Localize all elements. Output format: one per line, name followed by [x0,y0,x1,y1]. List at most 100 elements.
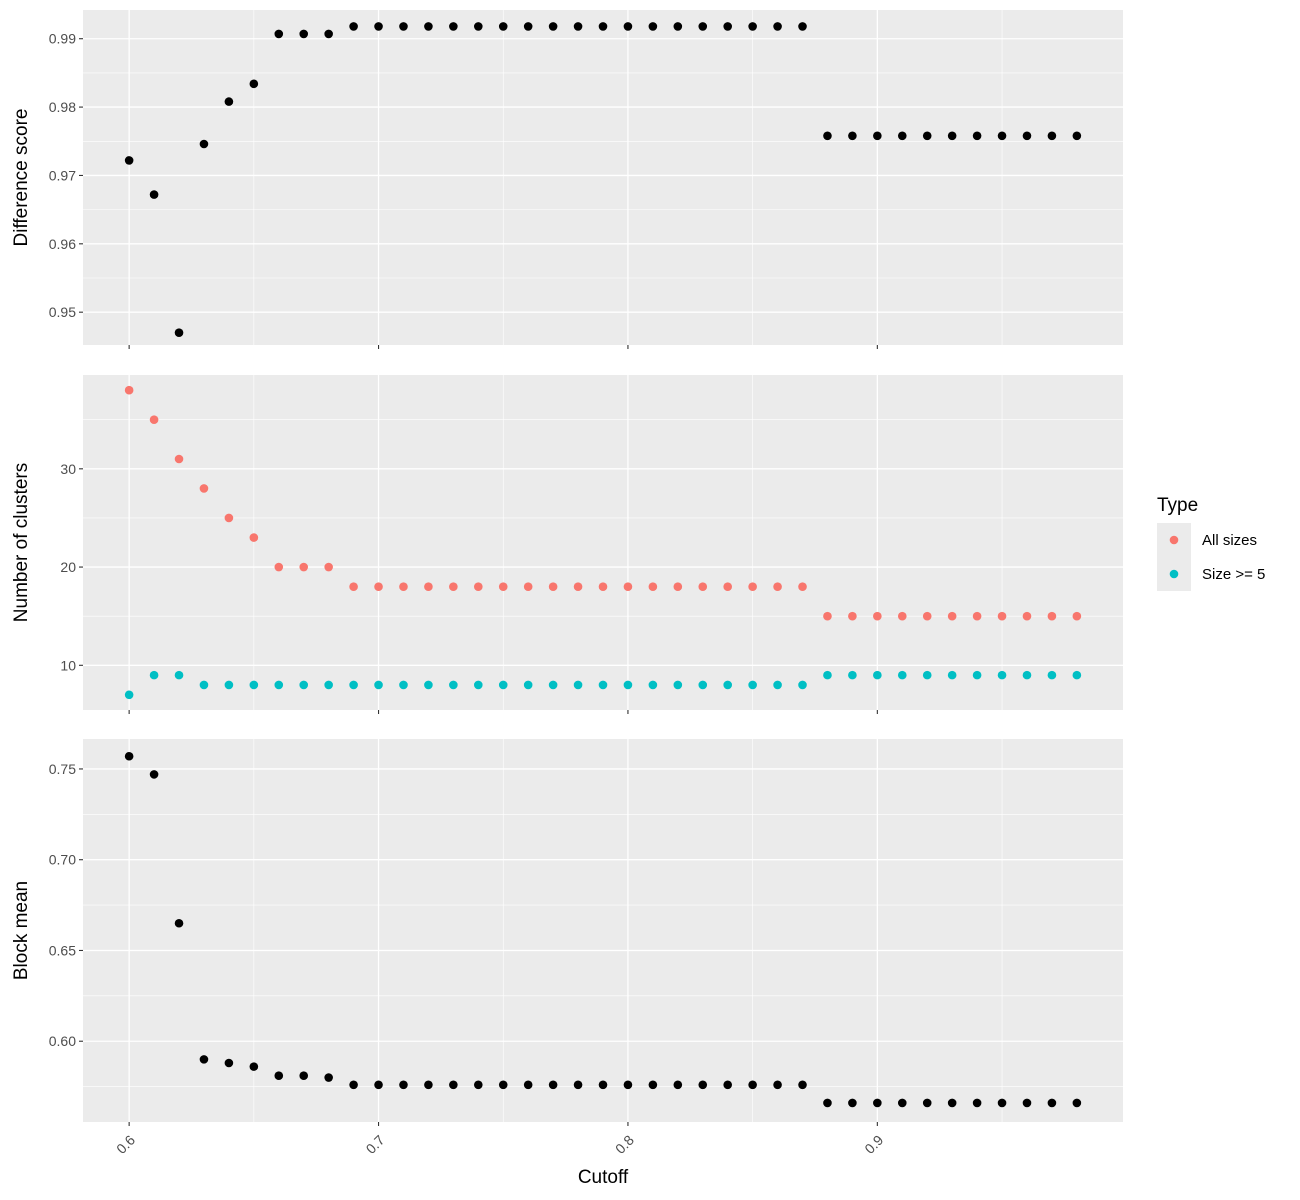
data-point [224,97,234,106]
y-tick-label: 0.98 [49,99,76,115]
data-point [798,1080,807,1090]
data-point [174,918,184,928]
data-point [947,611,957,621]
data-point [623,680,633,690]
data-point [498,582,508,592]
data-point [997,1098,1007,1108]
y-tick-label: 0.96 [49,236,76,252]
data-point [698,582,708,592]
data-point [897,611,907,621]
data-point [798,582,807,592]
data-point [648,680,658,690]
data-point [299,680,309,690]
data-point [548,680,558,690]
data-point [748,582,757,592]
y-axis-title: Difference score [11,109,32,247]
y-tick-label: 20 [60,559,76,575]
data-point [1047,1098,1057,1108]
data-point [947,1098,957,1108]
data-point [922,131,932,141]
data-point [199,139,209,149]
y-tick-label: 0.95 [49,304,76,320]
data-point [548,22,558,31]
data-point [773,680,782,690]
data-point [349,680,358,690]
series-1 [124,385,1082,621]
data-point [324,680,333,690]
data-point [723,680,733,690]
x-tick-label: 0.8 [612,1132,637,1157]
data-point [249,79,259,89]
series-1 [124,22,1082,337]
data-point [449,22,458,31]
data-point [199,1055,209,1064]
x-axis-title: Cutoff [578,1167,629,1188]
data-point [922,670,932,680]
data-point [573,582,583,592]
data-point [1022,131,1032,141]
data-point [274,29,284,39]
data-point [224,513,234,523]
data-point [673,1080,683,1090]
data-point [523,582,533,592]
data-point [823,1098,832,1108]
legend-items: All sizes Size >= 5 [1157,523,1265,591]
data-point [1022,1098,1032,1108]
data-point [673,680,683,690]
data-point [399,680,408,690]
data-point [623,582,633,592]
series-1 [124,751,1082,1108]
data-point [174,454,184,464]
data-point [1022,670,1032,680]
data-point [399,22,408,31]
data-point [1047,670,1057,680]
data-point [224,680,234,690]
data-point [349,582,358,592]
data-point [149,770,159,779]
data-point [424,22,433,31]
data-point [972,611,982,621]
data-point [848,1098,857,1108]
data-point [199,680,209,690]
data-point [598,680,608,690]
data-point [598,1080,608,1090]
data-point [723,1080,733,1090]
data-point [249,680,259,690]
data-point [149,190,159,199]
legend-key-point [1169,569,1179,579]
y-tick-label: 0.75 [49,761,76,777]
y-tick-label: 30 [60,461,76,477]
data-point [473,1080,483,1090]
legend-item: Size >= 5 [1157,557,1265,591]
data-point [374,680,383,690]
data-point [873,611,882,621]
data-point [274,562,284,572]
data-point [349,22,358,31]
data-point [773,582,782,592]
panel-2: 10 20 30 Number of clusters [11,375,1123,714]
data-point [349,1080,358,1090]
data-point [773,22,782,31]
data-point [947,131,957,141]
data-point [598,22,608,31]
data-point [573,1080,583,1090]
legend-title: Type [1157,495,1198,516]
y-tick-label: 0.65 [49,942,76,958]
y-axis-title: Number of clusters [11,463,32,622]
data-point [149,415,159,424]
data-point [299,562,309,572]
x-tick-label: 0.6 [113,1132,138,1157]
data-point [748,1080,757,1090]
data-point [997,670,1007,680]
data-point [997,131,1007,141]
x-tick-label: 0.7 [363,1132,388,1157]
data-point [698,22,708,31]
data-point [723,22,733,31]
data-point [673,22,683,31]
data-point [399,582,408,592]
data-point [698,1080,708,1090]
data-point [124,751,134,761]
data-point [748,22,757,31]
data-point [274,680,284,690]
